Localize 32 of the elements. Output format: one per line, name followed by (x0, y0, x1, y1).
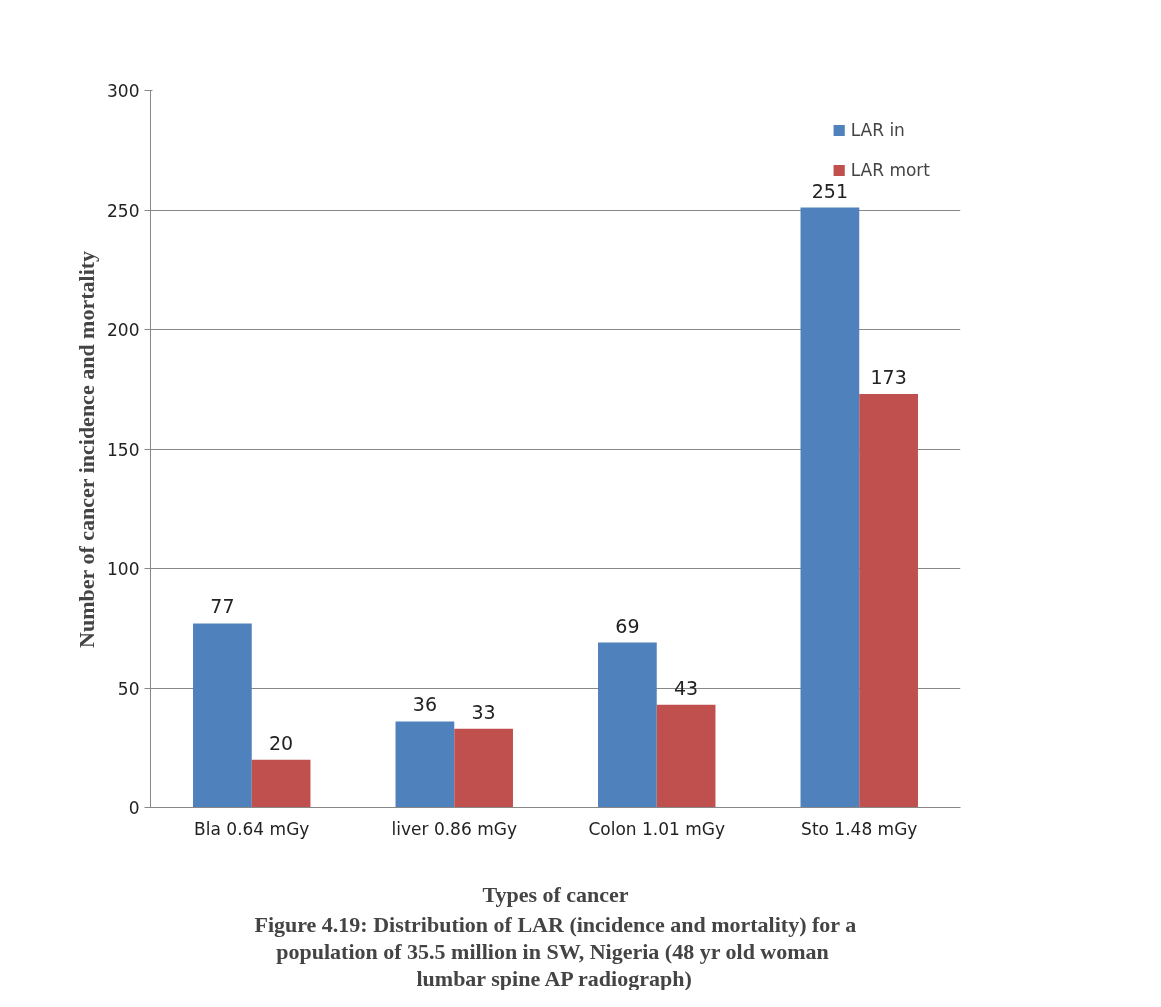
bar (800, 207, 860, 808)
data-label: 36 (412, 693, 437, 716)
data-label: 251 (811, 179, 849, 202)
y-tick-label: 0 (128, 798, 140, 818)
y-tick-label: 250 (107, 200, 140, 221)
bar (395, 721, 455, 808)
legend-label: LAR mort (850, 160, 930, 180)
x-axis-title: Types of cancer (482, 881, 629, 907)
bar (859, 394, 918, 808)
bar (251, 759, 311, 808)
y-tick-label: 100 (107, 559, 140, 579)
data-label: 173 (870, 366, 907, 389)
data-label: 43 (674, 676, 699, 699)
y-tick-label: 150 (107, 439, 140, 460)
x-tick-label: liver 0.86 mGy (391, 818, 517, 839)
data-label: 20 (269, 731, 294, 754)
bar (656, 704, 716, 808)
x-tick-label: Colon 1.01 mGy (588, 818, 726, 839)
bar (193, 623, 252, 808)
x-tick-label: Bla 0.64 mGy (194, 818, 310, 839)
y-tick-label: 50 (117, 678, 140, 699)
legend-label: LAR in (850, 120, 905, 140)
y-tick-label: 200 (107, 320, 140, 340)
x-tick-label: Sto 1.48 mGy (801, 818, 918, 839)
bar (598, 642, 657, 808)
data-label: 77 (210, 595, 235, 618)
data-label: 33 (471, 700, 496, 723)
y-tick-label: 300 (107, 81, 140, 101)
data-label: 69 (615, 614, 640, 637)
y-axis-title: Number of cancer incidence and mortality (74, 250, 100, 648)
caption: Figure 4.19: Distribution of LAR (incidence and mortality) for a population of 35.5 million in SW, Nigeria (48 yr old woman lumbar spine AP radiograph) (254, 911, 857, 991)
bar (454, 728, 513, 808)
